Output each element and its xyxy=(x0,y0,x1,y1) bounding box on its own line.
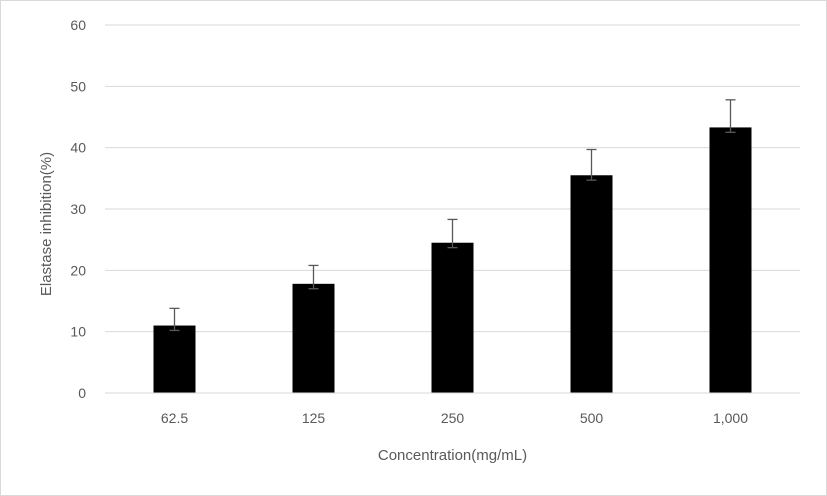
gridlines xyxy=(105,24,800,333)
y-tick-label: 60 xyxy=(70,17,86,33)
x-tick-label: 125 xyxy=(302,410,326,426)
y-tick-label: 20 xyxy=(70,262,86,278)
y-axis-title: Elastase inhibition(%) xyxy=(38,152,55,296)
bar xyxy=(431,242,474,393)
bars xyxy=(153,127,752,393)
x-tick-label: 500 xyxy=(580,410,604,426)
y-axis-ticks: 0 10 20 30 40 50 60 xyxy=(70,17,86,401)
error-bars xyxy=(169,99,736,332)
y-tick-label: 0 xyxy=(78,385,86,401)
x-tick-label: 1,000 xyxy=(713,410,748,426)
y-tick-label: 30 xyxy=(70,201,86,217)
y-tick-label: 40 xyxy=(70,140,86,156)
bar xyxy=(570,175,613,393)
bar xyxy=(153,325,196,393)
bar xyxy=(709,127,752,393)
x-axis-ticks: 62.5 125 250 500 1,000 xyxy=(161,410,748,426)
y-tick-label: 50 xyxy=(70,78,86,94)
bar xyxy=(292,283,335,393)
x-tick-label: 250 xyxy=(441,410,465,426)
x-tick-label: 62.5 xyxy=(161,410,188,426)
y-tick-label: 10 xyxy=(70,324,86,340)
x-axis-title: Concentration(mg/mL) xyxy=(378,447,527,464)
